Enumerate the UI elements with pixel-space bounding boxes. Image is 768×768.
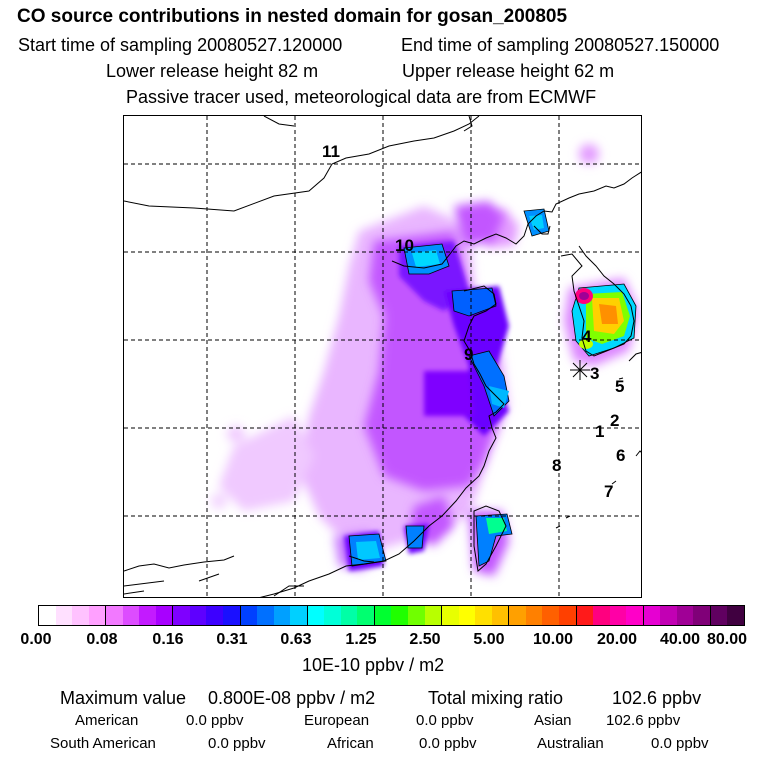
colorbar-segment — [576, 606, 594, 625]
colorbar-segment — [408, 606, 425, 625]
colorbar-segment — [609, 606, 627, 625]
colorbar-segment — [475, 606, 492, 625]
colorbar-segment — [357, 606, 375, 625]
region-name-asian: Asian — [534, 712, 572, 729]
region-name-european: European — [304, 712, 370, 729]
region-value-asian: 102.6 ppbv — [606, 712, 681, 729]
colorbar-segment — [122, 606, 140, 625]
colorbar-segment — [55, 606, 73, 625]
colorbar-tick: 10.00 — [532, 631, 574, 648]
site-label-3: 3 — [590, 364, 600, 383]
colorbar-segment — [240, 606, 258, 625]
region-name-american: American — [75, 712, 139, 729]
colorbar-tick: 0.08 — [86, 631, 118, 648]
colorbar-segment — [442, 606, 459, 625]
colorbar-segment — [223, 606, 241, 625]
region-name-african: African — [327, 735, 374, 752]
colorbar-tick: 80.00 — [706, 631, 748, 648]
colorbar-segment — [391, 606, 409, 625]
lower-release-height: Lower release height 82 m — [106, 61, 319, 81]
colorbar-segment — [88, 606, 107, 625]
site-label-6: 6 — [616, 446, 626, 465]
max-value: 0.800E-08 ppbv / m2 — [208, 688, 376, 708]
colorbar-segment — [491, 606, 510, 625]
colorbar-segment — [424, 606, 443, 625]
colorbar-segment — [558, 606, 577, 625]
region-value-australian: 0.0 ppbv — [651, 735, 709, 752]
colorbar-segment — [727, 606, 744, 625]
colorbar-tick: 5.00 — [473, 631, 505, 648]
max-value-label: Maximum value — [60, 688, 187, 708]
region-value-south-american: 0.0 ppbv — [208, 735, 266, 752]
end-time-label: End time of sampling 20080527.150000 — [401, 35, 720, 55]
colorbar-tick: 0.31 — [216, 631, 248, 648]
region-value-european: 0.0 ppbv — [416, 712, 474, 729]
total-mixing-ratio-value: 102.6 ppbv — [612, 688, 702, 708]
total-mixing-ratio-label: Total mixing ratio — [428, 688, 564, 708]
colorbar-segment — [307, 606, 325, 625]
colorbar-segment — [106, 606, 123, 625]
colorbar-tick: 40.00 — [659, 631, 701, 648]
colorbar-segment — [155, 606, 174, 625]
region-name-australian: Australian — [537, 735, 604, 752]
colorbar-segment — [593, 606, 610, 625]
site-label-2: 2 — [610, 411, 620, 430]
colorbar-segment — [273, 606, 291, 625]
colorbar-segment — [542, 606, 559, 625]
colorbar-tick: 20.00 — [596, 631, 638, 648]
region-name-south-american: South American — [50, 735, 156, 752]
colorbar-segment — [626, 606, 644, 625]
colorbar-segment — [340, 606, 358, 625]
meteorology-note: Passive tracer used, meteorological data… — [126, 87, 597, 107]
site-label-7: 7 — [604, 482, 614, 501]
colorbar-segment — [173, 606, 190, 625]
colorbar-segment — [660, 606, 677, 625]
colorbar-segment — [290, 606, 308, 625]
colorbar-segment — [693, 606, 711, 625]
coastlines — [124, 116, 641, 597]
colorbar-segment — [72, 606, 89, 625]
colorbar-unit: 10E-10 ppbv / m2 — [302, 655, 445, 675]
site-label-5: 5 — [615, 377, 625, 396]
colorbar-segment — [374, 606, 392, 625]
colorbar-segment — [257, 606, 274, 625]
site-label-4: 4 — [582, 327, 592, 346]
colorbar — [38, 605, 745, 626]
receptor-star-icon — [570, 360, 590, 380]
colorbar-tick: 0.16 — [152, 631, 184, 648]
map-panel: 11 10 9 4 3 5 2 1 8 6 7 — [123, 115, 642, 598]
map-canvas — [124, 116, 641, 597]
region-value-african: 0.0 ppbv — [419, 735, 477, 752]
upper-release-height: Upper release height 62 m — [402, 61, 615, 81]
site-label-8: 8 — [552, 456, 562, 475]
site-label-1: 1 — [595, 422, 605, 441]
lat-lon-grid — [124, 116, 641, 597]
colorbar-tick: 1.25 — [345, 631, 377, 648]
site-label-11: 11 — [322, 142, 340, 161]
colorbar-segment — [189, 606, 207, 625]
site-label-9: 9 — [464, 345, 474, 364]
colorbar-segment — [710, 606, 728, 625]
colorbar-tick: 0.00 — [20, 631, 52, 648]
colorbar-tick: 2.50 — [409, 631, 441, 648]
colorbar-segment — [458, 606, 476, 625]
colorbar-segment — [643, 606, 661, 625]
plot-title: CO source contributions in nested domain… — [17, 6, 568, 27]
colorbar-tick: 0.63 — [280, 631, 312, 648]
region-value-american: 0.0 ppbv — [186, 712, 244, 729]
colorbar-segment — [39, 606, 56, 625]
start-time-label: Start time of sampling 20080527.120000 — [18, 35, 343, 55]
colorbar-segment — [206, 606, 224, 625]
colorbar-segment — [324, 606, 341, 625]
colorbar-segment — [676, 606, 694, 625]
colorbar-segment — [525, 606, 543, 625]
colorbar-segment — [509, 606, 526, 625]
site-label-10: 10 — [395, 236, 414, 255]
colorbar-segment — [139, 606, 156, 625]
